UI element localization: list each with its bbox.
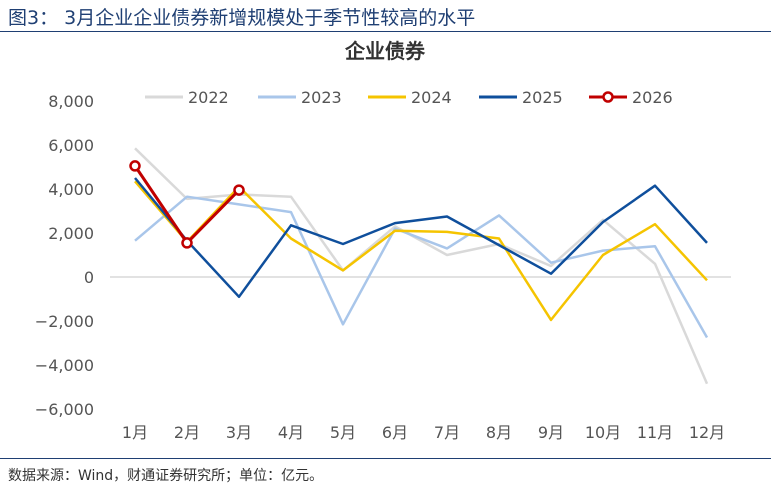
- y-tick-label: 2,000: [48, 224, 94, 243]
- y-tick-label: 4,000: [48, 180, 94, 199]
- y-tick-label: −4,000: [35, 356, 94, 375]
- legend-label: 2026: [632, 88, 673, 107]
- legend-item-2022: 2022: [145, 88, 229, 107]
- y-tick-label: 6,000: [48, 136, 94, 155]
- x-tick-label: 1月: [122, 423, 148, 442]
- legend-item-2025: 2025: [479, 88, 563, 107]
- legend-label: 2023: [301, 88, 342, 107]
- series-line-2023: [134, 195, 709, 339]
- data-point-2026: [129, 160, 141, 172]
- y-tick-label: 0: [84, 268, 94, 287]
- x-tick-label: 3月: [226, 423, 252, 442]
- series-line-2025: [134, 177, 708, 299]
- x-tick-label: 12月: [689, 423, 725, 442]
- x-tick-label: 8月: [486, 423, 512, 442]
- plot-area: [129, 147, 709, 385]
- x-tick-label: 6月: [382, 423, 408, 442]
- y-tick-label: −6,000: [35, 400, 94, 419]
- legend-marker: [602, 91, 614, 103]
- top-divider: [0, 31, 771, 32]
- series-line-2026: [133, 165, 241, 245]
- legend-label: 2025: [522, 88, 563, 107]
- figure-title: 图3： 3月企业企业债券新增规模处于季节性较高的水平: [8, 7, 476, 29]
- x-tick-label: 4月: [278, 423, 304, 442]
- legend-item-2026: 2026: [589, 88, 673, 107]
- line-chart: 企业债券 2022 2023 2024 2025 2026 8,000 6,000 4,00…: [35, 39, 731, 442]
- legend-label: 2022: [188, 88, 229, 107]
- data-point-2026: [233, 184, 245, 196]
- y-tick-label: 8,000: [48, 92, 94, 111]
- bottom-divider: [0, 458, 771, 459]
- x-tick-label: 5月: [330, 423, 356, 442]
- x-tick-label: 11月: [637, 423, 673, 442]
- x-axis: 1月 2月 3月 4月 5月 6月 7月 8月 9月 10月 11月 12月: [110, 276, 731, 442]
- series-line-2024: [134, 180, 708, 322]
- x-tick-label: 9月: [538, 423, 564, 442]
- x-tick-label: 7月: [434, 423, 460, 442]
- legend: 2022 2023 2024 2025 2026: [145, 88, 673, 107]
- chart-title: 企业债券: [344, 39, 426, 63]
- x-tick-label: 2月: [174, 423, 200, 442]
- legend-item-2024: 2024: [368, 88, 452, 107]
- source-note: 数据来源：Wind，财通证券研究所；单位：亿元。: [8, 468, 324, 484]
- data-point-2026: [181, 237, 193, 249]
- y-axis: 8,000 6,000 4,000 2,000 0 −2,000 −4,000 −6,000: [35, 92, 94, 419]
- legend-item-2023: 2023: [258, 88, 342, 107]
- legend-label: 2024: [411, 88, 452, 107]
- y-tick-label: −2,000: [35, 312, 94, 331]
- x-tick-label: 10月: [585, 423, 621, 442]
- series-line-2022: [134, 147, 709, 385]
